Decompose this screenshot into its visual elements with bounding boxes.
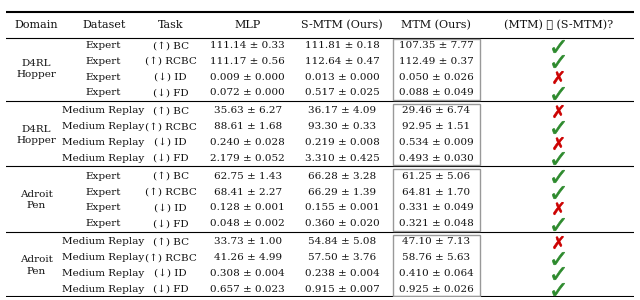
Text: Medium Replay: Medium Replay — [63, 237, 145, 246]
Text: D4RL
Hopper: D4RL Hopper — [17, 124, 56, 145]
Text: 57.50 ± 3.76: 57.50 ± 3.76 — [308, 253, 376, 262]
Text: 0.088 ± 0.049: 0.088 ± 0.049 — [399, 88, 474, 98]
Text: (↑) RCBC: (↑) RCBC — [145, 122, 196, 131]
Text: 0.013 ± 0.000: 0.013 ± 0.000 — [305, 73, 380, 82]
Text: Medium Replay: Medium Replay — [63, 253, 145, 262]
Text: (MTM) ≳ (S-MTM)?: (MTM) ≳ (S-MTM)? — [504, 20, 613, 30]
Text: 0.410 ± 0.064: 0.410 ± 0.064 — [399, 269, 474, 278]
Bar — [394, 39, 480, 100]
Text: 54.84 ± 5.08: 54.84 ± 5.08 — [308, 237, 376, 246]
Text: 0.009 ± 0.000: 0.009 ± 0.000 — [211, 73, 285, 82]
Text: 62.75 ± 1.43: 62.75 ± 1.43 — [214, 172, 282, 181]
Text: (↑) RCBC: (↑) RCBC — [145, 188, 196, 197]
Text: Medium Replay: Medium Replay — [63, 122, 145, 131]
Text: (↑) RCBC: (↑) RCBC — [145, 57, 196, 66]
Text: 47.10 ± 7.13: 47.10 ± 7.13 — [402, 237, 470, 246]
Text: 0.072 ± 0.000: 0.072 ± 0.000 — [211, 88, 285, 98]
Text: 0.534 ± 0.009: 0.534 ± 0.009 — [399, 138, 474, 147]
Text: Expert: Expert — [86, 57, 122, 66]
Text: (↑) BC: (↑) BC — [153, 172, 189, 181]
Text: 88.61 ± 1.68: 88.61 ± 1.68 — [214, 122, 282, 131]
Text: (↑) BC: (↑) BC — [153, 41, 189, 50]
Text: Medium Replay: Medium Replay — [63, 269, 145, 278]
Text: 0.657 ± 0.023: 0.657 ± 0.023 — [211, 285, 285, 294]
Text: 66.28 ± 3.28: 66.28 ± 3.28 — [308, 172, 376, 181]
Text: Expert: Expert — [86, 188, 122, 197]
Text: 107.35 ± 7.77: 107.35 ± 7.77 — [399, 41, 474, 50]
Text: 0.308 ± 0.004: 0.308 ± 0.004 — [211, 269, 285, 278]
Text: Expert: Expert — [86, 73, 122, 82]
Text: 33.73 ± 1.00: 33.73 ± 1.00 — [214, 237, 282, 246]
Text: Expert: Expert — [86, 41, 122, 50]
Bar — [394, 169, 480, 231]
Text: 58.76 ± 5.63: 58.76 ± 5.63 — [402, 253, 470, 262]
Text: (↓) FD: (↓) FD — [153, 219, 189, 228]
Text: 0.517 ± 0.025: 0.517 ± 0.025 — [305, 88, 380, 98]
Text: (↑) BC: (↑) BC — [153, 237, 189, 246]
Text: (↓) ID: (↓) ID — [154, 138, 187, 147]
Text: Medium Replay: Medium Replay — [63, 138, 145, 147]
Text: 0.050 ± 0.026: 0.050 ± 0.026 — [399, 73, 474, 82]
Text: (↓) ID: (↓) ID — [154, 203, 187, 212]
Text: Adroit
Pen: Adroit Pen — [20, 190, 53, 210]
Text: 64.81 ± 1.70: 64.81 ± 1.70 — [402, 188, 470, 197]
Text: 0.321 ± 0.048: 0.321 ± 0.048 — [399, 219, 474, 228]
Text: Domain: Domain — [15, 20, 58, 30]
Text: 93.30 ± 0.33: 93.30 ± 0.33 — [308, 122, 376, 131]
Text: 0.493 ± 0.030: 0.493 ± 0.030 — [399, 154, 474, 163]
Text: 35.63 ± 6.27: 35.63 ± 6.27 — [214, 106, 282, 116]
Text: Expert: Expert — [86, 203, 122, 212]
Bar — [394, 104, 480, 165]
Text: Medium Replay: Medium Replay — [63, 106, 145, 116]
Text: 92.95 ± 1.51: 92.95 ± 1.51 — [402, 122, 470, 131]
Text: 41.26 ± 4.99: 41.26 ± 4.99 — [214, 253, 282, 262]
Text: 111.17 ± 0.56: 111.17 ± 0.56 — [211, 57, 285, 66]
Text: 0.915 ± 0.007: 0.915 ± 0.007 — [305, 285, 380, 294]
Text: (↓) ID: (↓) ID — [154, 269, 187, 278]
Text: Task: Task — [158, 20, 184, 30]
Text: (↓) ID: (↓) ID — [154, 73, 187, 82]
Text: 2.179 ± 0.052: 2.179 ± 0.052 — [211, 154, 285, 163]
Text: 111.14 ± 0.33: 111.14 ± 0.33 — [211, 41, 285, 50]
Text: 36.17 ± 4.09: 36.17 ± 4.09 — [308, 106, 376, 116]
Text: Medium Replay: Medium Replay — [63, 154, 145, 163]
Text: 0.925 ± 0.026: 0.925 ± 0.026 — [399, 285, 474, 294]
Text: S-MTM (Ours): S-MTM (Ours) — [301, 20, 383, 30]
Text: Expert: Expert — [86, 172, 122, 181]
Text: Adroit
Pen: Adroit Pen — [20, 255, 53, 275]
Text: 0.360 ± 0.020: 0.360 ± 0.020 — [305, 219, 380, 228]
Text: Expert: Expert — [86, 219, 122, 228]
Text: 0.238 ± 0.004: 0.238 ± 0.004 — [305, 269, 380, 278]
Text: (↑) BC: (↑) BC — [153, 106, 189, 116]
Text: 0.240 ± 0.028: 0.240 ± 0.028 — [211, 138, 285, 147]
Text: (↓) FD: (↓) FD — [153, 88, 189, 98]
Text: 112.49 ± 0.37: 112.49 ± 0.37 — [399, 57, 474, 66]
Text: 111.81 ± 0.18: 111.81 ± 0.18 — [305, 41, 380, 50]
Text: MTM (Ours): MTM (Ours) — [401, 20, 471, 30]
Text: Dataset: Dataset — [82, 20, 125, 30]
Text: 112.64 ± 0.47: 112.64 ± 0.47 — [305, 57, 380, 66]
Text: 0.219 ± 0.008: 0.219 ± 0.008 — [305, 138, 380, 147]
Text: MLP: MLP — [235, 20, 261, 30]
Text: 29.46 ± 6.74: 29.46 ± 6.74 — [402, 106, 470, 116]
Text: 0.331 ± 0.049: 0.331 ± 0.049 — [399, 203, 474, 212]
Text: 0.128 ± 0.001: 0.128 ± 0.001 — [211, 203, 285, 212]
Text: D4RL
Hopper: D4RL Hopper — [17, 59, 56, 79]
Text: (↑) RCBC: (↑) RCBC — [145, 253, 196, 262]
Text: Expert: Expert — [86, 88, 122, 98]
Text: 68.41 ± 2.27: 68.41 ± 2.27 — [214, 188, 282, 197]
Bar — [394, 235, 480, 296]
Text: 3.310 ± 0.425: 3.310 ± 0.425 — [305, 154, 380, 163]
Text: 61.25 ± 5.06: 61.25 ± 5.06 — [402, 172, 470, 181]
Text: (↓) FD: (↓) FD — [153, 285, 189, 294]
Text: 66.29 ± 1.39: 66.29 ± 1.39 — [308, 188, 376, 197]
Text: Medium Replay: Medium Replay — [63, 285, 145, 294]
Text: (↓) FD: (↓) FD — [153, 154, 189, 163]
Text: 0.048 ± 0.002: 0.048 ± 0.002 — [211, 219, 285, 228]
Text: 0.155 ± 0.001: 0.155 ± 0.001 — [305, 203, 380, 212]
